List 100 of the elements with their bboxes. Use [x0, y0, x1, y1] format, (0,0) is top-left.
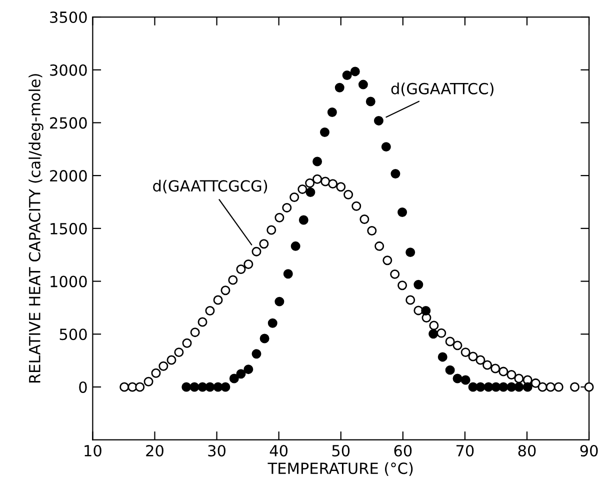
point — [350, 66, 360, 76]
point — [190, 328, 200, 338]
point — [334, 82, 344, 92]
point — [236, 369, 246, 379]
point — [366, 96, 376, 106]
point — [506, 370, 516, 380]
point — [342, 70, 352, 80]
point — [381, 142, 391, 152]
point — [374, 116, 384, 126]
point — [327, 108, 337, 117]
point — [344, 190, 354, 200]
y-tick-label: 3500 — [50, 11, 87, 24]
point — [252, 349, 262, 359]
point — [367, 226, 377, 236]
point — [320, 127, 330, 137]
point — [352, 201, 362, 211]
point — [306, 188, 316, 198]
y-tick-label: 1500 — [50, 222, 87, 234]
x-tick-label: 50 — [332, 444, 350, 457]
point — [290, 241, 300, 251]
x-tick-label: 20 — [146, 444, 164, 457]
point — [312, 156, 322, 166]
x-tick-label: 80 — [518, 444, 536, 457]
x-axis-title: TEMPERATURE (°C) — [268, 462, 413, 476]
point — [190, 382, 200, 392]
point — [406, 248, 416, 258]
point — [244, 260, 254, 269]
point — [546, 382, 556, 392]
point — [320, 176, 330, 186]
point — [229, 374, 239, 384]
point — [460, 375, 470, 385]
point — [421, 306, 431, 316]
point — [120, 382, 130, 392]
point — [166, 355, 176, 365]
y-tick-label: 1000 — [50, 276, 87, 288]
point — [414, 280, 424, 290]
x-tick-label: 60 — [394, 444, 412, 457]
point — [220, 382, 230, 392]
point — [205, 382, 215, 392]
x-tick-label: 70 — [456, 444, 474, 457]
point — [244, 364, 254, 374]
point — [460, 348, 470, 358]
point — [530, 378, 540, 388]
point — [452, 374, 462, 384]
point — [445, 336, 455, 346]
point — [174, 348, 184, 358]
point — [398, 208, 408, 217]
point — [358, 80, 368, 90]
point — [135, 382, 145, 392]
y-tick-label: 2000 — [50, 170, 87, 182]
point — [538, 382, 548, 392]
point — [274, 212, 284, 222]
point — [151, 368, 161, 378]
point — [259, 239, 269, 249]
point — [445, 365, 455, 375]
point — [490, 364, 500, 374]
x-tick-label: 30 — [208, 444, 226, 457]
series-label: d(GAATTCGCG) — [153, 180, 268, 194]
point — [390, 169, 400, 179]
point — [554, 382, 564, 392]
point — [584, 382, 594, 392]
point — [220, 286, 230, 296]
point — [390, 269, 400, 279]
point — [336, 182, 346, 192]
point — [236, 264, 246, 274]
x-tick-label: 40 — [270, 444, 288, 457]
y-axis-title: RELATIVE HEAT CAPACITY (cal/deg-mole) — [28, 74, 44, 383]
x-tick-label: 90 — [580, 444, 598, 457]
y-tick-label: 0 — [79, 381, 87, 393]
point — [406, 295, 416, 305]
point — [498, 382, 508, 392]
point — [198, 317, 208, 327]
point — [468, 352, 478, 362]
point — [522, 382, 532, 392]
point — [182, 338, 192, 348]
point — [182, 382, 192, 392]
point — [482, 360, 492, 370]
point — [514, 374, 524, 384]
point — [438, 352, 448, 362]
point — [298, 215, 308, 225]
point — [514, 382, 524, 392]
y-tick-label: 2500 — [50, 117, 87, 129]
point — [398, 280, 408, 290]
point — [205, 306, 215, 316]
x-tick-label: 10 — [84, 444, 102, 457]
point — [228, 275, 238, 285]
point — [268, 318, 278, 328]
point — [158, 361, 168, 371]
point — [382, 256, 392, 266]
point — [360, 214, 370, 224]
point — [305, 178, 315, 188]
point — [436, 328, 446, 338]
point — [298, 184, 308, 194]
point — [274, 296, 284, 306]
point — [213, 295, 223, 305]
y-tick-label: 500 — [60, 328, 87, 340]
series-label: d(GGAATTCC) — [391, 82, 494, 96]
point — [498, 366, 508, 376]
point — [260, 334, 270, 344]
point — [570, 382, 580, 392]
